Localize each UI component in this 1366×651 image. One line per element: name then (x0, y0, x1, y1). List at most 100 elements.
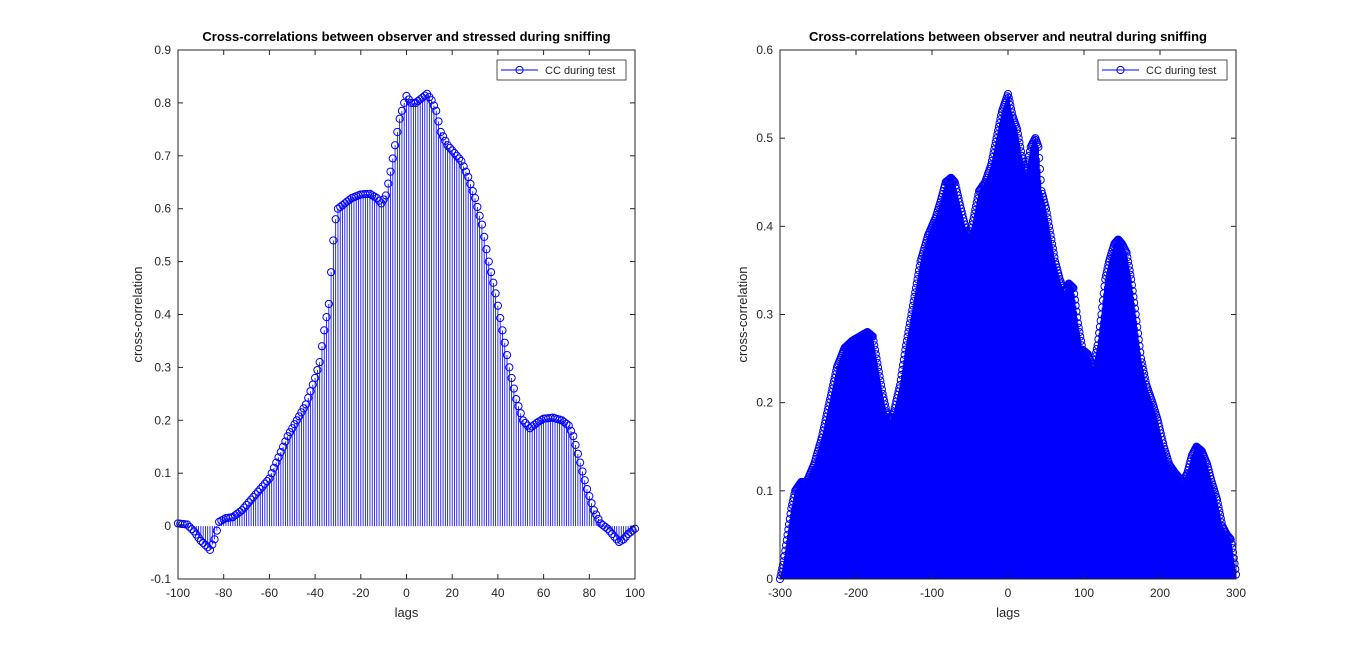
x-tick-label: -100 (166, 586, 190, 600)
stem-marker (908, 305, 917, 315)
stem-marker (571, 440, 580, 450)
stem-marker (1044, 222, 1054, 231)
stem-marker (384, 179, 393, 188)
stem-marker (958, 210, 967, 220)
stem-marker (1123, 253, 1132, 262)
stem-marker (1034, 142, 1043, 152)
stem-marker (580, 476, 589, 485)
stem-marker (187, 525, 196, 534)
stem-marker (505, 363, 514, 372)
y-tick-label: 0.6 (154, 202, 171, 216)
stem-marker (587, 499, 596, 508)
stem-marker (299, 404, 308, 413)
stem-marker (1007, 108, 1016, 117)
stem-marker (532, 418, 541, 428)
stem-marker (1044, 217, 1053, 227)
stem-marker (274, 453, 283, 462)
legend: CC during test (1097, 59, 1228, 81)
stem-marker (477, 220, 487, 229)
stem-marker (1022, 164, 1032, 174)
axis-ticks: -100 -80 -60 -40 -20 0 20 40 60 80 100 -0.1 0 0.1 0.2 0… (150, 43, 645, 600)
y-tick-label: 0.4 (756, 219, 773, 233)
y-tick-label: 0 (164, 519, 171, 533)
x-axis-label: lags (996, 605, 1020, 620)
stem-marker (272, 458, 281, 467)
stem-marker (987, 160, 996, 169)
y-tick-label: 0 (766, 572, 773, 586)
y-tick-label: 0.4 (154, 308, 171, 322)
stem-marker (987, 156, 997, 165)
stem-marker (582, 484, 592, 494)
stem-marker (365, 189, 375, 198)
stem-marker (1214, 503, 1223, 512)
stem-marker (1215, 506, 1224, 516)
x-tick-label: -40 (306, 586, 324, 600)
stem-marker (276, 447, 285, 457)
stem-marker (873, 363, 883, 372)
stem-marker (868, 332, 877, 341)
stem-marker (484, 257, 493, 266)
stem-marker (578, 467, 587, 476)
stem-marker (778, 560, 788, 569)
stem-marker (315, 358, 324, 367)
stem-marker (390, 141, 400, 150)
y-tick-label: 0.5 (756, 131, 773, 145)
y-tick-label: 0.1 (154, 466, 171, 480)
chart-title: Cross-correlations between observer and … (809, 29, 1207, 44)
stem-marker (464, 172, 473, 182)
stem-marker (183, 520, 192, 529)
stem-marker (251, 490, 260, 499)
stem-marker (486, 268, 496, 277)
stem-marker (614, 537, 624, 547)
stem-marker (1095, 322, 1105, 331)
stem-marker (995, 118, 1004, 128)
stem-marker (956, 204, 965, 213)
stem-marker (1115, 237, 1124, 246)
stem-marker (1126, 270, 1135, 279)
stem-marker (989, 149, 998, 158)
stem-marker (260, 479, 269, 488)
stem-marker (1014, 134, 1023, 143)
stem-marker (566, 426, 576, 435)
stem-marker (1047, 239, 1057, 249)
stem-marker (1137, 358, 1146, 367)
stem-marker (1013, 125, 1022, 134)
stem-marker (514, 402, 523, 411)
stem-marker (185, 522, 194, 531)
stem-marker (569, 432, 578, 441)
stem-marker (1047, 235, 1056, 244)
stem-marker (429, 101, 439, 110)
stem-marker (1096, 316, 1105, 325)
stem-marker (1074, 323, 1083, 332)
stem-marker (377, 199, 386, 208)
stem-marker (1133, 329, 1143, 338)
stem-marker (249, 492, 258, 502)
stem-marker (1229, 553, 1238, 563)
stem-marker (907, 310, 916, 319)
stem-marker (1023, 160, 1032, 169)
chart-neutral: Cross-correlations between observer and … (735, 29, 1246, 620)
stem-marker (973, 194, 982, 203)
stem-marker (870, 341, 879, 350)
stem-marker (205, 545, 215, 555)
stem-marker (313, 365, 322, 375)
x-tick-label: -300 (768, 586, 792, 600)
stem-marker (993, 130, 1002, 139)
stem-marker (573, 449, 582, 458)
stem-marker (258, 482, 267, 491)
stem-marker (1069, 283, 1078, 293)
stem-marker (876, 376, 885, 385)
stem-lines (177, 93, 636, 550)
stem-marker (1104, 261, 1113, 270)
stem-marker (1073, 319, 1083, 328)
stem-marker (902, 336, 912, 346)
stem-marker (1016, 142, 1025, 152)
stem-marker (434, 117, 443, 126)
stem-marker (990, 141, 1000, 150)
stem-marker (1122, 248, 1131, 257)
stem-marker (901, 345, 910, 354)
stem-marker (876, 380, 886, 390)
stem-marker (1136, 348, 1145, 357)
x-tick-label: 80 (583, 586, 597, 600)
stem-marker (832, 366, 841, 376)
